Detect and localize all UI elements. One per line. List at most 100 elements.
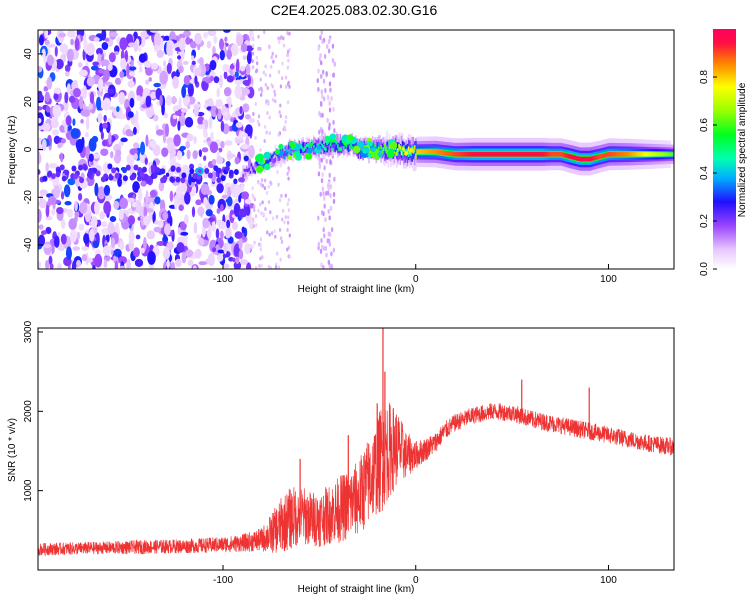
- ridge-cell: [382, 151, 385, 158]
- ridge-cell: [343, 146, 345, 150]
- ridge-cell: [265, 160, 267, 164]
- noise-blob: [39, 194, 43, 204]
- noise-blob: [154, 220, 160, 225]
- ridge-cell: [621, 152, 624, 157]
- ridge-cell: [508, 151, 511, 157]
- noise-blob: [229, 64, 235, 70]
- noise-blob: [273, 89, 276, 94]
- noise-blob: [240, 143, 250, 150]
- noise-blob: [133, 164, 139, 171]
- noise-blob: [275, 214, 279, 219]
- noise-blob: [126, 63, 130, 77]
- noise-blob: [274, 265, 278, 269]
- noise-blob: [175, 176, 181, 183]
- noise-blob: [248, 117, 255, 124]
- noise-blob: [324, 88, 327, 94]
- ridge-cell: [460, 151, 463, 157]
- ridge-cell: [533, 151, 536, 157]
- noise-blob: [267, 101, 270, 106]
- noise-blob: [80, 118, 84, 124]
- noise-blob: [208, 116, 213, 129]
- noise-blob: [148, 111, 155, 116]
- noise-blob: [331, 57, 335, 63]
- noise-blob: [279, 103, 282, 108]
- noise-blob: [219, 38, 225, 51]
- noise-blob: [192, 150, 198, 160]
- noise-blob: [102, 122, 108, 129]
- noise-blob: [286, 247, 289, 252]
- noise-blob: [83, 233, 90, 245]
- noise-blob: [85, 116, 90, 131]
- ridge-cell: [386, 150, 388, 154]
- noise-blob: [135, 234, 141, 240]
- ridge-cell: [410, 147, 412, 152]
- ridge-cell: [333, 142, 336, 152]
- noise-blob: [264, 72, 267, 77]
- noise-blob: [38, 150, 41, 164]
- ridge-cell: [520, 151, 523, 157]
- ridge-cell: [584, 156, 586, 162]
- noise-blob: [162, 247, 171, 260]
- ridge-cell: [622, 152, 625, 157]
- noise-blob: [254, 214, 258, 219]
- ridge-cell: [357, 149, 360, 159]
- noise-blob: [140, 141, 146, 156]
- ridge-cell: [476, 151, 478, 157]
- noise-blob: [137, 167, 143, 174]
- noise-blob: [91, 135, 99, 143]
- noise-blob: [140, 31, 150, 38]
- noise-blob: [52, 129, 59, 136]
- colorbar: 0.0 0.2 0.4 0.6 0.8 Normalized spectral ampl…: [699, 29, 748, 276]
- ridge-cell: [370, 145, 373, 151]
- noise-blob: [127, 111, 134, 118]
- noise-blob: [333, 61, 336, 67]
- ridge-cell: [311, 140, 314, 145]
- ridge-cell: [554, 152, 556, 157]
- ridge-cell: [458, 151, 460, 157]
- noise-blob: [54, 46, 58, 57]
- ridge-cell: [304, 147, 307, 153]
- ridge-cell: [423, 149, 426, 155]
- noise-blob: [64, 122, 68, 134]
- noise-blob: [200, 183, 210, 195]
- noise-blob: [181, 172, 187, 179]
- noise-blob: [281, 208, 285, 213]
- noise-blob: [208, 194, 215, 205]
- noise-blob: [220, 230, 224, 240]
- ridge-dot: [329, 133, 336, 140]
- ridge-cell: [626, 152, 628, 157]
- noise-blob: [101, 221, 108, 228]
- noise-blob: [161, 103, 165, 116]
- noise-blob: [45, 204, 50, 218]
- noise-blob: [153, 44, 159, 52]
- noise-blob: [220, 140, 225, 149]
- y-tick-label: -40: [23, 237, 34, 252]
- noise-blob: [321, 38, 324, 44]
- ridge-cell: [491, 151, 494, 157]
- noise-blob: [104, 37, 110, 42]
- noise-blob: [116, 106, 120, 113]
- noise-blob: [235, 34, 244, 47]
- ridge-cell: [674, 148, 676, 161]
- noise-blob: [254, 101, 258, 106]
- ridge-cell: [669, 152, 672, 157]
- ridge-cell: [580, 156, 583, 162]
- ridge-dot: [353, 145, 361, 154]
- ridge-cell: [631, 152, 633, 157]
- ridge-cell: [263, 162, 266, 166]
- noise-blob: [155, 167, 161, 174]
- noise-blob: [118, 256, 128, 265]
- noise-blob: [279, 236, 283, 241]
- noise-blob: [266, 110, 269, 115]
- ridge-cell: [383, 145, 386, 152]
- ridge-cell: [609, 152, 612, 157]
- noise-blob: [242, 132, 248, 138]
- ridge-cell: [303, 141, 306, 151]
- noise-blob: [222, 263, 230, 269]
- ridge-cell: [244, 168, 247, 172]
- noise-blob: [267, 264, 271, 269]
- noise-blob: [89, 91, 95, 105]
- noise-blob: [239, 259, 249, 265]
- noise-blob: [133, 126, 137, 135]
- ridge-cell: [465, 151, 468, 157]
